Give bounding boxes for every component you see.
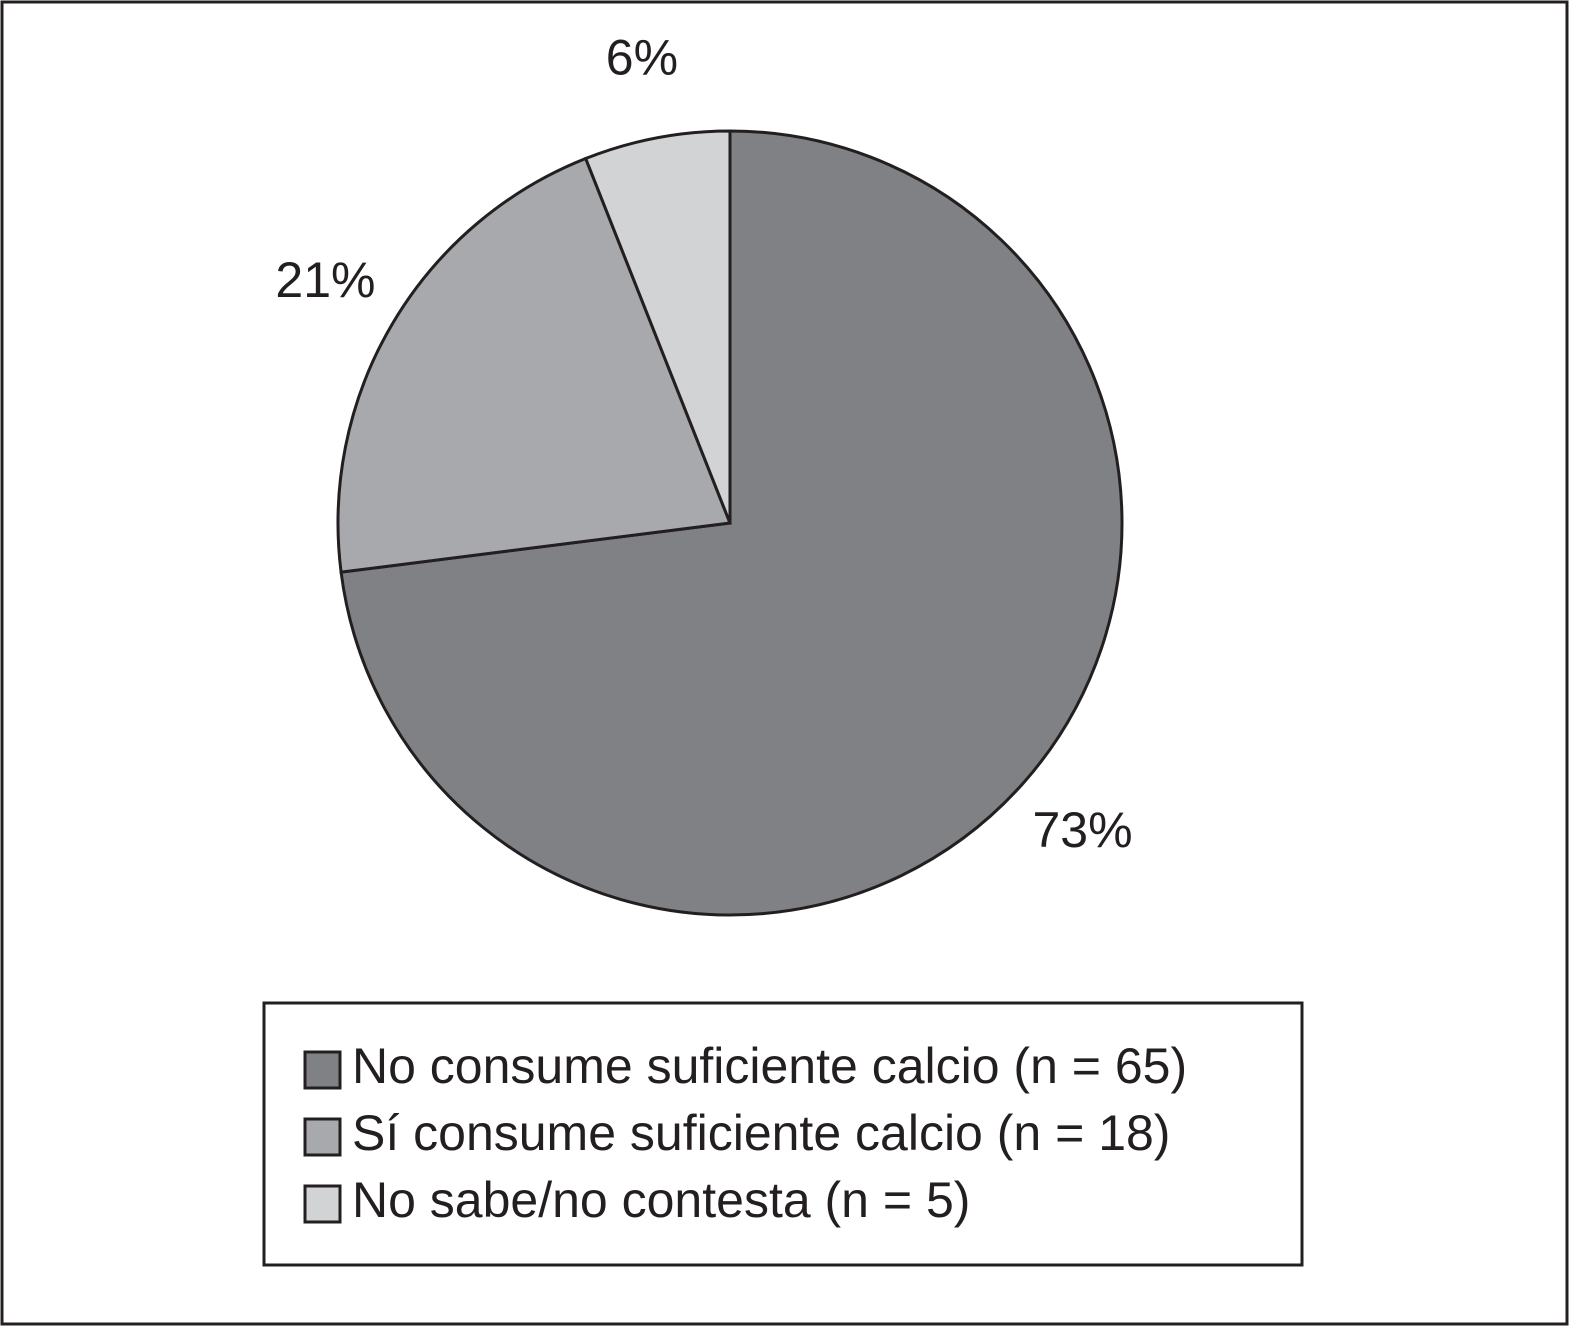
pie-slice [336,156,733,574]
pie-slice [583,129,732,524]
legend [262,1001,1304,1267]
legend-label: No consume suficiente calcio (n = 65) [352,1038,1187,1094]
data-label: 6% [606,30,678,86]
legend-swatch [303,1050,342,1090]
data-label: 73% [1033,802,1133,858]
legend-label: No sabe/no contesta (n = 5) [352,1172,970,1228]
legend-label: Sí consume suficiente calcio (n = 18) [352,1105,1170,1161]
legend-swatch [303,1117,342,1157]
data-label: 21% [275,252,375,308]
legend-swatch [303,1184,342,1224]
